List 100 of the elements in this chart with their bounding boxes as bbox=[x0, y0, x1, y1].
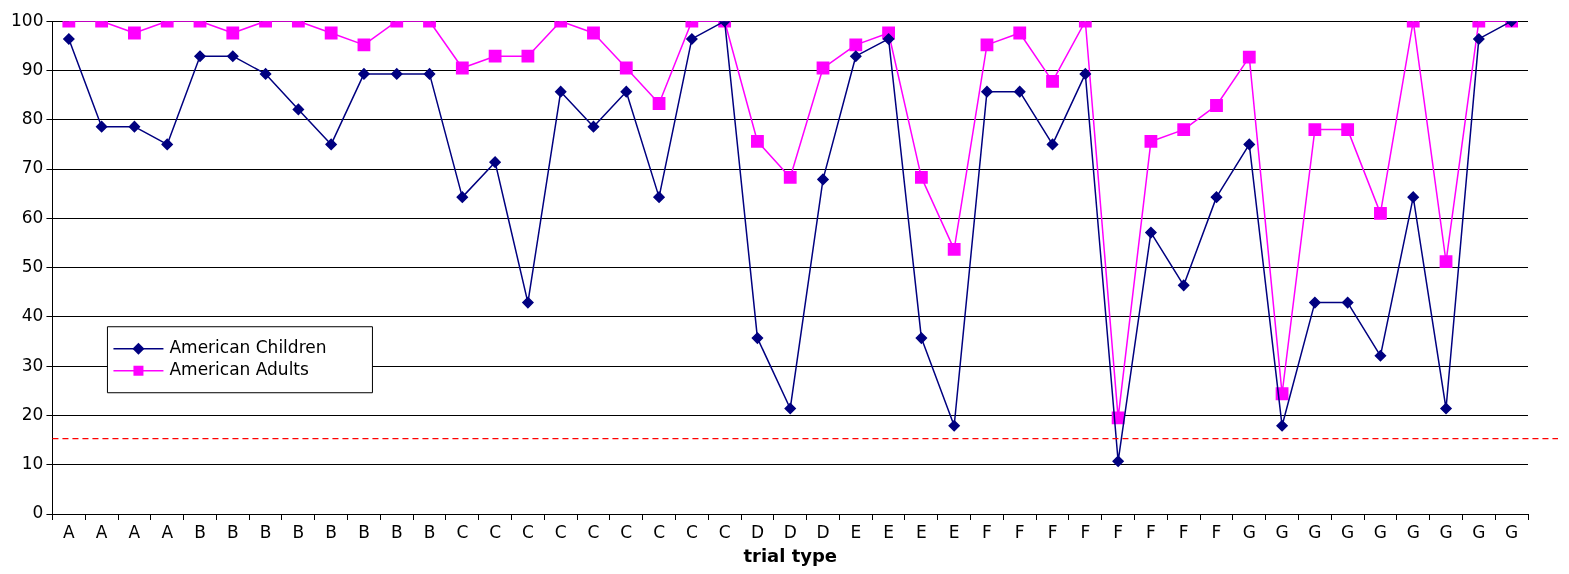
point bbox=[587, 26, 600, 40]
x-tick-label: C bbox=[620, 521, 633, 542]
x-tick-label: A bbox=[128, 521, 141, 542]
point bbox=[1374, 206, 1387, 220]
x-tick-label: B bbox=[325, 521, 337, 542]
point bbox=[1013, 26, 1027, 40]
point bbox=[849, 38, 863, 52]
x-tick-label: B bbox=[226, 521, 239, 542]
point bbox=[521, 49, 535, 63]
point bbox=[620, 85, 633, 98]
point bbox=[128, 120, 141, 133]
point bbox=[783, 171, 797, 184]
x-tick-label: E bbox=[850, 521, 862, 542]
x-tick-label: G bbox=[1341, 521, 1355, 542]
point bbox=[161, 138, 173, 151]
point bbox=[948, 420, 960, 432]
y-tick-label: 70 bbox=[21, 157, 44, 178]
point bbox=[1144, 135, 1158, 148]
point bbox=[653, 191, 665, 203]
point bbox=[619, 61, 633, 75]
point bbox=[128, 26, 141, 40]
y-tick-label: 90 bbox=[21, 58, 44, 79]
point bbox=[1440, 402, 1452, 415]
point bbox=[981, 85, 993, 98]
point bbox=[1407, 191, 1419, 203]
point bbox=[325, 138, 337, 151]
x-tick-label: B bbox=[259, 521, 272, 542]
y-tick-label: 50 bbox=[21, 256, 44, 277]
x-tick-label: C bbox=[554, 521, 567, 542]
x-tick-label: F bbox=[982, 521, 992, 542]
legend-label: American Adults bbox=[169, 359, 310, 380]
x-tick-label: F bbox=[1211, 521, 1222, 542]
y-tick-label: 30 bbox=[21, 354, 44, 375]
point bbox=[1014, 85, 1026, 98]
point bbox=[1243, 138, 1256, 151]
y-tick-label: 20 bbox=[21, 403, 44, 424]
point bbox=[455, 61, 469, 75]
x-tick-label: G bbox=[1242, 521, 1256, 542]
x-tick-label: G bbox=[1439, 521, 1453, 542]
point bbox=[1177, 123, 1191, 137]
point bbox=[1079, 68, 1092, 80]
point bbox=[882, 33, 895, 45]
point bbox=[915, 332, 928, 344]
x-tick-label: G bbox=[1373, 521, 1388, 542]
point bbox=[1341, 123, 1355, 137]
point bbox=[1145, 226, 1157, 239]
point bbox=[488, 49, 502, 63]
point bbox=[980, 38, 994, 52]
point bbox=[489, 156, 501, 168]
point bbox=[63, 33, 75, 45]
x-axis-title: trial type bbox=[743, 544, 838, 566]
point bbox=[259, 68, 272, 80]
x-tick-label: C bbox=[587, 521, 600, 542]
x-tick-label: G bbox=[1308, 521, 1322, 542]
point bbox=[1046, 138, 1059, 151]
point bbox=[1210, 99, 1223, 112]
point bbox=[1309, 296, 1321, 309]
x-tick-label: F bbox=[1047, 521, 1058, 542]
x-tick-label: B bbox=[358, 521, 370, 542]
point bbox=[456, 191, 469, 203]
point bbox=[947, 242, 961, 256]
point bbox=[423, 68, 436, 80]
point bbox=[357, 38, 371, 52]
x-tick-label: A bbox=[95, 521, 108, 542]
point bbox=[358, 68, 370, 80]
point bbox=[324, 26, 338, 40]
point bbox=[226, 26, 240, 40]
point bbox=[652, 97, 666, 110]
point bbox=[1439, 255, 1453, 269]
point bbox=[227, 50, 239, 62]
x-tick-label: F bbox=[1080, 521, 1091, 542]
x-tick-label: C bbox=[521, 521, 534, 542]
point bbox=[1112, 455, 1124, 468]
x-tick-label: F bbox=[1014, 521, 1025, 542]
point bbox=[1374, 350, 1387, 362]
point bbox=[1473, 33, 1485, 45]
point bbox=[914, 171, 928, 184]
point bbox=[554, 85, 567, 98]
point bbox=[1210, 191, 1223, 203]
point bbox=[817, 173, 829, 186]
x-tick-label: C bbox=[456, 521, 469, 542]
point bbox=[751, 332, 764, 344]
x-tick-label: G bbox=[1472, 521, 1486, 542]
x-tick-label: C bbox=[653, 521, 665, 542]
x-tick-label: B bbox=[292, 521, 305, 542]
x-tick-label: E bbox=[883, 521, 894, 542]
point bbox=[1308, 123, 1322, 137]
point bbox=[751, 135, 764, 148]
x-tick-label: E bbox=[916, 521, 927, 542]
x-tick-label: A bbox=[161, 521, 174, 542]
x-tick-label: G bbox=[1505, 521, 1519, 542]
x-tick-label: C bbox=[685, 521, 698, 542]
point bbox=[850, 50, 862, 62]
point bbox=[1177, 279, 1190, 292]
x-tick-label: B bbox=[423, 521, 436, 542]
x-tick-label: D bbox=[816, 521, 830, 542]
x-tick-label: A bbox=[63, 521, 76, 542]
x-tick-label: F bbox=[1146, 521, 1156, 542]
point bbox=[784, 402, 796, 415]
x-tick-label: E bbox=[948, 521, 960, 542]
